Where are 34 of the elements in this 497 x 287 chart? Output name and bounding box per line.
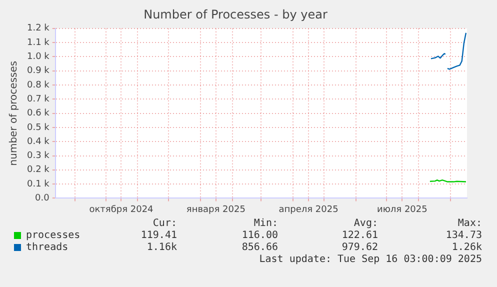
text: 1.16k	[146, 242, 177, 253]
y-tick-label: 0.8 k	[26, 80, 50, 90]
y-tick-label: 0.9 k	[26, 66, 50, 76]
text: 116.00	[242, 230, 278, 241]
y-tick-label: 0.6 k	[26, 108, 50, 119]
text: Min:	[254, 218, 278, 229]
text: 122.61	[342, 230, 378, 241]
y-tick-label: 0.0	[35, 194, 50, 204]
x-tick-label: октября 2024	[89, 204, 154, 215]
text: 119.41	[140, 230, 177, 241]
text: 979.62	[342, 242, 378, 253]
y-tick-label: 1.2 k	[26, 24, 50, 34]
text: 134.73	[446, 230, 482, 241]
y-tick-label: 0.5 k	[26, 122, 50, 133]
y-tick-label: 1.0 k	[26, 52, 50, 62]
y-axis-title: number of processes	[8, 60, 20, 166]
legend-label: processes	[26, 230, 80, 241]
text: 856.66	[242, 242, 278, 253]
text: Cur:	[152, 218, 177, 229]
y-tick-label: 0.2 k	[26, 165, 50, 176]
text: Avg:	[354, 218, 378, 229]
y-tick-label: 1.1 k	[26, 38, 50, 48]
legend-label: threads	[26, 242, 68, 253]
text: 1.26k	[452, 242, 482, 253]
x-tick-label: апреля 2025	[278, 204, 338, 215]
chart-title: Number of Processes - by year	[144, 7, 328, 22]
x-tick-label: января 2025	[186, 204, 246, 215]
text: Max:	[458, 218, 482, 229]
y-tick-label: 0.7 k	[26, 94, 50, 104]
x-tick-label: июля 2025	[376, 204, 428, 215]
text: Last update: Tue Sep 16 03:00:09 2025	[259, 254, 482, 265]
y-tick-label: 0.3 k	[26, 151, 50, 162]
y-tick-label: 0.4 k	[26, 136, 50, 147]
y-tick-label: 0.1 k	[26, 179, 50, 190]
